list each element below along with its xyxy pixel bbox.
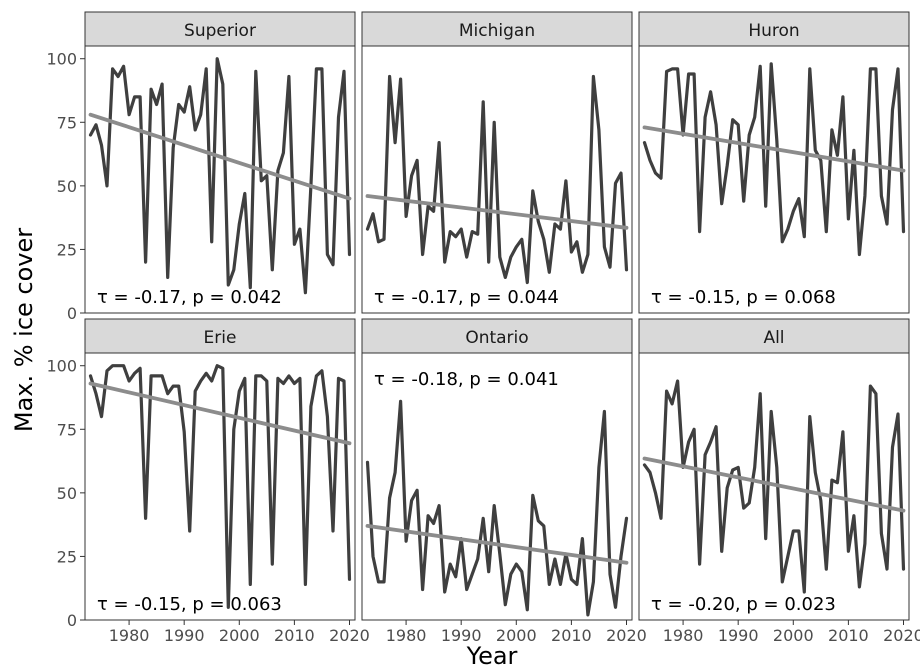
strip-label: All bbox=[763, 328, 784, 348]
annotation-text: τ = -0.17, p = 0.044 bbox=[374, 287, 559, 308]
strip-background bbox=[84, 318, 356, 354]
panel-erie: Erie τ = -0.15, p = 0.063 0 25 50 75 100 1980 19… bbox=[46, 318, 370, 645]
y-tick-label: 25 bbox=[57, 547, 77, 566]
y-axis-title: Max. % ice cover bbox=[10, 228, 38, 432]
series-line bbox=[642, 62, 906, 257]
panel-superior: Superior τ = -0.17, p = 0.042 0 25 50 75 100 bbox=[46, 11, 356, 323]
panel-michigan: Michigan τ = -0.17, p = 0.044 bbox=[361, 11, 633, 314]
trend-line bbox=[365, 524, 629, 565]
annotation-text: τ = -0.15, p = 0.063 bbox=[97, 594, 282, 615]
x-tick-label: 2010 bbox=[274, 626, 315, 645]
strip-label: Michigan bbox=[459, 21, 535, 41]
y-tick-label: 100 bbox=[46, 357, 77, 376]
trend-line bbox=[642, 125, 906, 173]
strip-label: Superior bbox=[184, 21, 256, 41]
annotation-text: τ = -0.15, p = 0.068 bbox=[651, 287, 836, 308]
x-tick-label: 1990 bbox=[718, 626, 759, 645]
strip-label: Ontario bbox=[465, 328, 528, 348]
trend-line bbox=[88, 381, 352, 446]
x-tick-label: 2000 bbox=[773, 626, 814, 645]
x-tick-label: 1990 bbox=[441, 626, 482, 645]
strip-background bbox=[361, 11, 633, 47]
trend-line bbox=[365, 194, 629, 230]
strip-background bbox=[638, 318, 910, 354]
x-tick-label: 2020 bbox=[329, 626, 370, 645]
panel-huron: Huron τ = -0.15, p = 0.068 bbox=[638, 11, 910, 314]
x-tick-label: 1980 bbox=[109, 626, 150, 645]
series-line bbox=[88, 364, 352, 609]
y-tick-label: 75 bbox=[57, 420, 77, 439]
y-tick-label: 0 bbox=[67, 304, 77, 323]
trend-line bbox=[642, 456, 906, 513]
strip-label: Erie bbox=[204, 328, 237, 348]
x-axis-title: Year bbox=[466, 642, 518, 668]
series-line bbox=[642, 379, 906, 594]
y-tick-label: 50 bbox=[57, 484, 77, 503]
annotation-text: τ = -0.18, p = 0.041 bbox=[374, 369, 559, 390]
y-tick-label: 50 bbox=[57, 177, 77, 196]
x-tick-label: 2010 bbox=[551, 626, 592, 645]
annotation-text: τ = -0.20, p = 0.023 bbox=[651, 594, 836, 615]
trend-line bbox=[88, 112, 352, 201]
panel-background bbox=[361, 352, 633, 621]
y-tick-label: 25 bbox=[57, 240, 77, 259]
annotation-text: τ = -0.17, p = 0.042 bbox=[97, 287, 282, 308]
y-tick-label: 0 bbox=[67, 611, 77, 630]
panel-all: All τ = -0.20, p = 0.023 1980 1990 2000 2010 2… bbox=[638, 318, 920, 645]
series-line bbox=[365, 74, 629, 285]
x-tick-label: 2020 bbox=[883, 626, 920, 645]
x-tick-label: 1990 bbox=[164, 626, 205, 645]
strip-background bbox=[361, 318, 633, 354]
series-line bbox=[88, 57, 352, 295]
x-tick-label: 2000 bbox=[219, 626, 260, 645]
x-tick-label: 2000 bbox=[496, 626, 537, 645]
strip-background bbox=[84, 11, 356, 47]
x-tick-label: 2010 bbox=[828, 626, 869, 645]
y-tick-label: 75 bbox=[57, 113, 77, 132]
series-line bbox=[365, 399, 629, 617]
facet-panels: Superior τ = -0.17, p = 0.042 0 25 50 75 100 Mi… bbox=[46, 11, 920, 645]
x-tick-label: 1980 bbox=[663, 626, 704, 645]
strip-label: Huron bbox=[748, 21, 799, 41]
panel-ontario: Ontario τ = -0.18, p = 0.041 1980 1990 2000 2… bbox=[361, 318, 647, 645]
x-tick-label: 1980 bbox=[386, 626, 427, 645]
y-tick-label: 100 bbox=[46, 50, 77, 69]
x-tick-label: 2020 bbox=[606, 626, 647, 645]
